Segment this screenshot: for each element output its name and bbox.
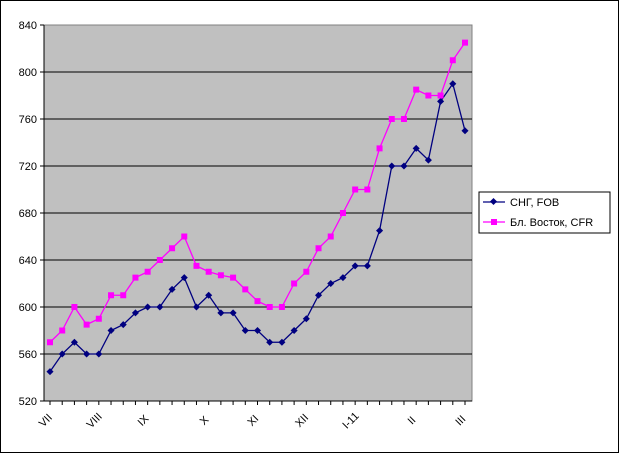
data-point-diamond (376, 227, 384, 235)
y-tick-label: 640 (19, 255, 37, 267)
data-point-diamond (70, 338, 78, 346)
data-point-square (449, 57, 456, 64)
data-point-diamond (437, 97, 445, 105)
x-tick-label: XII (293, 412, 311, 430)
legend-box (478, 191, 611, 234)
data-point-diamond (449, 80, 457, 88)
data-point-diamond (339, 274, 347, 282)
y-tick-label: 680 (19, 208, 37, 220)
data-point-square (376, 145, 383, 152)
y-tick-label: 800 (19, 67, 37, 79)
data-point-square (120, 292, 127, 299)
legend-label-1: Бл. Восток, CFR (510, 217, 593, 229)
data-point-square (95, 315, 102, 322)
data-point-square (315, 245, 322, 252)
data-point-square (156, 257, 163, 263)
x-axis-ticks: VII VIII IX X XI XII I-11 II III (37, 401, 468, 432)
data-point-diamond (302, 315, 310, 323)
legend-label-0: СНГ, FOB (510, 197, 559, 209)
data-point-diamond (388, 162, 396, 170)
data-point-square (242, 286, 249, 293)
data-point-diamond (400, 162, 408, 170)
data-point-square (364, 186, 371, 193)
y-axis-ticks: 520 560 600 640 680 720 760 800 840 (19, 20, 44, 408)
data-point-diamond (314, 291, 323, 299)
y-tick-label: 520 (19, 396, 37, 408)
data-point-square (278, 304, 285, 310)
data-point-diamond (217, 309, 225, 317)
data-point-diamond (412, 144, 420, 152)
data-point-diamond (253, 326, 262, 335)
data-point-diamond (461, 127, 469, 135)
data-point-square (108, 292, 115, 299)
x-tick-label: IX (136, 412, 152, 428)
data-point-square (425, 92, 432, 99)
legend-marker-diamond (489, 197, 498, 206)
data-point-diamond (351, 262, 359, 270)
data-point-diamond (168, 285, 176, 293)
data-point-square (266, 304, 273, 310)
data-point-diamond (156, 303, 164, 311)
data-point-square (169, 245, 176, 252)
x-tick-label: X (198, 414, 212, 428)
data-point-square (413, 86, 420, 93)
data-point-diamond (180, 274, 188, 282)
data-point-square (339, 210, 346, 216)
data-point-square (291, 280, 298, 287)
x-tick-label: III (453, 413, 468, 428)
data-point-square (47, 339, 53, 346)
data-point-diamond (95, 350, 103, 358)
data-point-square (71, 304, 78, 310)
data-point-square (193, 262, 200, 269)
y-tick-label: 760 (19, 114, 37, 126)
data-point-diamond (46, 368, 54, 376)
data-point-square (59, 327, 66, 334)
y-tick-label: 720 (19, 161, 37, 173)
data-point-diamond (131, 309, 139, 317)
x-tick-label: I-11 (340, 410, 361, 431)
data-point-square (327, 233, 334, 240)
data-point-square (230, 274, 237, 281)
data-point-square (462, 39, 468, 46)
data-point-diamond (119, 321, 127, 329)
data-point-square (83, 321, 90, 328)
data-point-square (388, 116, 395, 122)
data-point-diamond (229, 309, 237, 317)
data-point-diamond (327, 279, 335, 288)
legend-marker-square (491, 219, 497, 225)
legend: СНГ, FOB Бл. Восток, CFR (478, 191, 611, 234)
data-point-square (217, 272, 224, 279)
data-point-diamond (266, 338, 274, 346)
series-layer (46, 39, 469, 376)
y-tick-label: 840 (19, 20, 37, 32)
data-point-diamond (241, 326, 249, 335)
data-point-diamond (290, 326, 298, 335)
data-point-square (352, 186, 359, 193)
data-point-diamond (58, 350, 66, 358)
y-tick-label: 600 (19, 302, 37, 314)
data-point-diamond (278, 338, 286, 346)
data-point-diamond (107, 326, 115, 335)
data-point-square (181, 233, 188, 240)
data-point-diamond (205, 291, 213, 299)
data-point-square (437, 92, 444, 99)
y-tick-label: 560 (19, 349, 37, 361)
data-point-diamond (144, 303, 152, 311)
x-tick-label: VIII (85, 411, 105, 431)
data-point-square (132, 274, 139, 281)
x-tick-label: VII (37, 412, 55, 430)
x-tick-label: II (406, 414, 419, 427)
data-point-square (303, 268, 310, 275)
data-point-square (400, 116, 407, 122)
data-point-square (144, 268, 151, 275)
data-point-diamond (363, 262, 371, 270)
data-point-diamond (424, 156, 432, 164)
x-tick-label: XI (245, 413, 261, 429)
data-point-diamond (83, 350, 91, 358)
data-point-diamond (192, 303, 201, 311)
data-point-square (205, 268, 212, 275)
data-point-square (254, 298, 261, 305)
